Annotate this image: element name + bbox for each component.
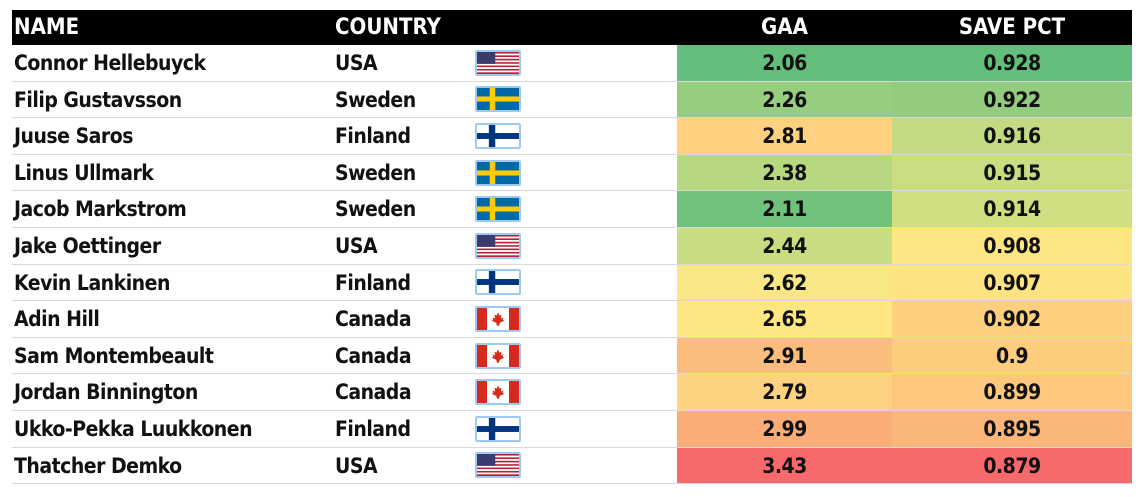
country-name: Canada [335,307,412,332]
player-name: Thatcher Demko [14,453,182,478]
player-name: Connor Hellebuyck [14,51,206,75]
gaa-value: 2.38 [677,154,892,191]
country-name: Finland [335,270,411,295]
save-pct-value: 0.915 [892,154,1132,191]
country-name: USA [335,453,378,478]
player-name: Adin Hill [14,307,100,332]
table-body: Connor Hellebuyck USA 2.06 0.928 Filip Gusta… [12,45,1132,485]
sweden-flag-icon [475,196,521,223]
save-pct-value: 0.908 [892,227,1132,264]
table-row: Connor Hellebuyck USA 2.06 0.928 [12,45,1132,82]
country-name: Canada [335,380,412,405]
gaa-value: 3.43 [677,447,892,484]
country-name: Sweden [335,160,416,185]
player-name: Sam Montembeault [14,343,214,368]
save-pct-value: 0.907 [892,264,1132,301]
player-name: Kevin Lankinen [14,270,170,295]
gaa-value: 2.91 [677,337,892,374]
usa-flag-icon [475,232,521,259]
player-name: Juuse Saros [14,124,133,149]
table-row: Adin Hill Canada 2.65 0.902 [12,301,1132,338]
table-row: Juuse Saros Finland 2.81 0.916 [12,118,1132,155]
gaa-value: 2.62 [677,264,892,301]
sweden-flag-icon [475,159,521,186]
goalie-stats-table: NAME COUNTRY GAA SAVE PCT Connor Hellebu… [12,10,1132,485]
player-name: Jacob Markstrom [14,197,187,222]
country-name: USA [335,233,378,258]
table-row: Kevin Lankinen Finland 2.62 0.907 [12,264,1132,302]
canada-flag-icon [475,342,521,369]
player-name: Jake Oettinger [14,233,161,258]
table-row: Linus Ullmark Sweden 2.38 0.915 [12,154,1132,192]
save-pct-value: 0.916 [892,118,1132,154]
gaa-value: 2.06 [677,45,892,81]
save-pct-value: 0.879 [892,447,1132,484]
save-pct-value: 0.895 [892,410,1132,447]
table-row: Jacob Markstrom Sweden 2.11 0.914 [12,191,1132,228]
gaa-value: 2.81 [677,118,892,154]
player-name: Jordan Binnington [14,380,198,405]
table-row: Jake Oettinger USA 2.44 0.908 [12,227,1132,265]
canada-flag-icon [475,379,521,406]
gaa-value: 2.99 [677,410,892,447]
save-pct-value: 0.902 [892,301,1132,337]
table-row: Sam Montembeault Canada 2.91 0.9 [12,337,1132,375]
finland-flag-icon [475,122,521,149]
save-pct-value: 0.922 [892,81,1132,118]
gaa-value: 2.79 [677,374,892,410]
country-name: Sweden [335,197,416,222]
country-name: Finland [335,124,411,149]
gaa-value: 2.65 [677,301,892,337]
gaa-value: 2.26 [677,81,892,118]
country-name: USA [335,51,378,75]
table-row: Thatcher Demko USA 3.43 0.879 [12,447,1132,485]
save-pct-value: 0.899 [892,374,1132,410]
table-header: NAME COUNTRY GAA SAVE PCT [12,10,1132,45]
player-name: Filip Gustavsson [14,87,182,112]
sweden-flag-icon [475,86,521,113]
header-name: NAME [14,15,80,40]
header-country: COUNTRY [335,15,441,40]
canada-flag-icon [475,305,521,332]
finland-flag-icon [475,415,521,442]
save-pct-value: 0.9 [892,337,1132,374]
finland-flag-icon [475,269,521,296]
table-row: Filip Gustavsson Sweden 2.26 0.922 [12,81,1132,119]
country-name: Finland [335,416,411,441]
save-pct-value: 0.928 [892,45,1132,81]
header-gaa: GAA [761,15,808,40]
usa-flag-icon [475,49,521,76]
gaa-value: 2.44 [677,227,892,264]
table-row: Ukko-Pekka Luukkonen Finland 2.99 0.895 [12,410,1132,448]
table-row: Jordan Binnington Canada 2.79 0.899 [12,374,1132,411]
country-name: Canada [335,343,412,368]
save-pct-value: 0.914 [892,191,1132,227]
country-name: Sweden [335,87,416,112]
usa-flag-icon [475,452,521,479]
player-name: Ukko-Pekka Luukkonen [14,416,253,441]
gaa-value: 2.11 [677,191,892,227]
player-name: Linus Ullmark [14,160,154,185]
header-save-pct: SAVE PCT [958,15,1066,40]
